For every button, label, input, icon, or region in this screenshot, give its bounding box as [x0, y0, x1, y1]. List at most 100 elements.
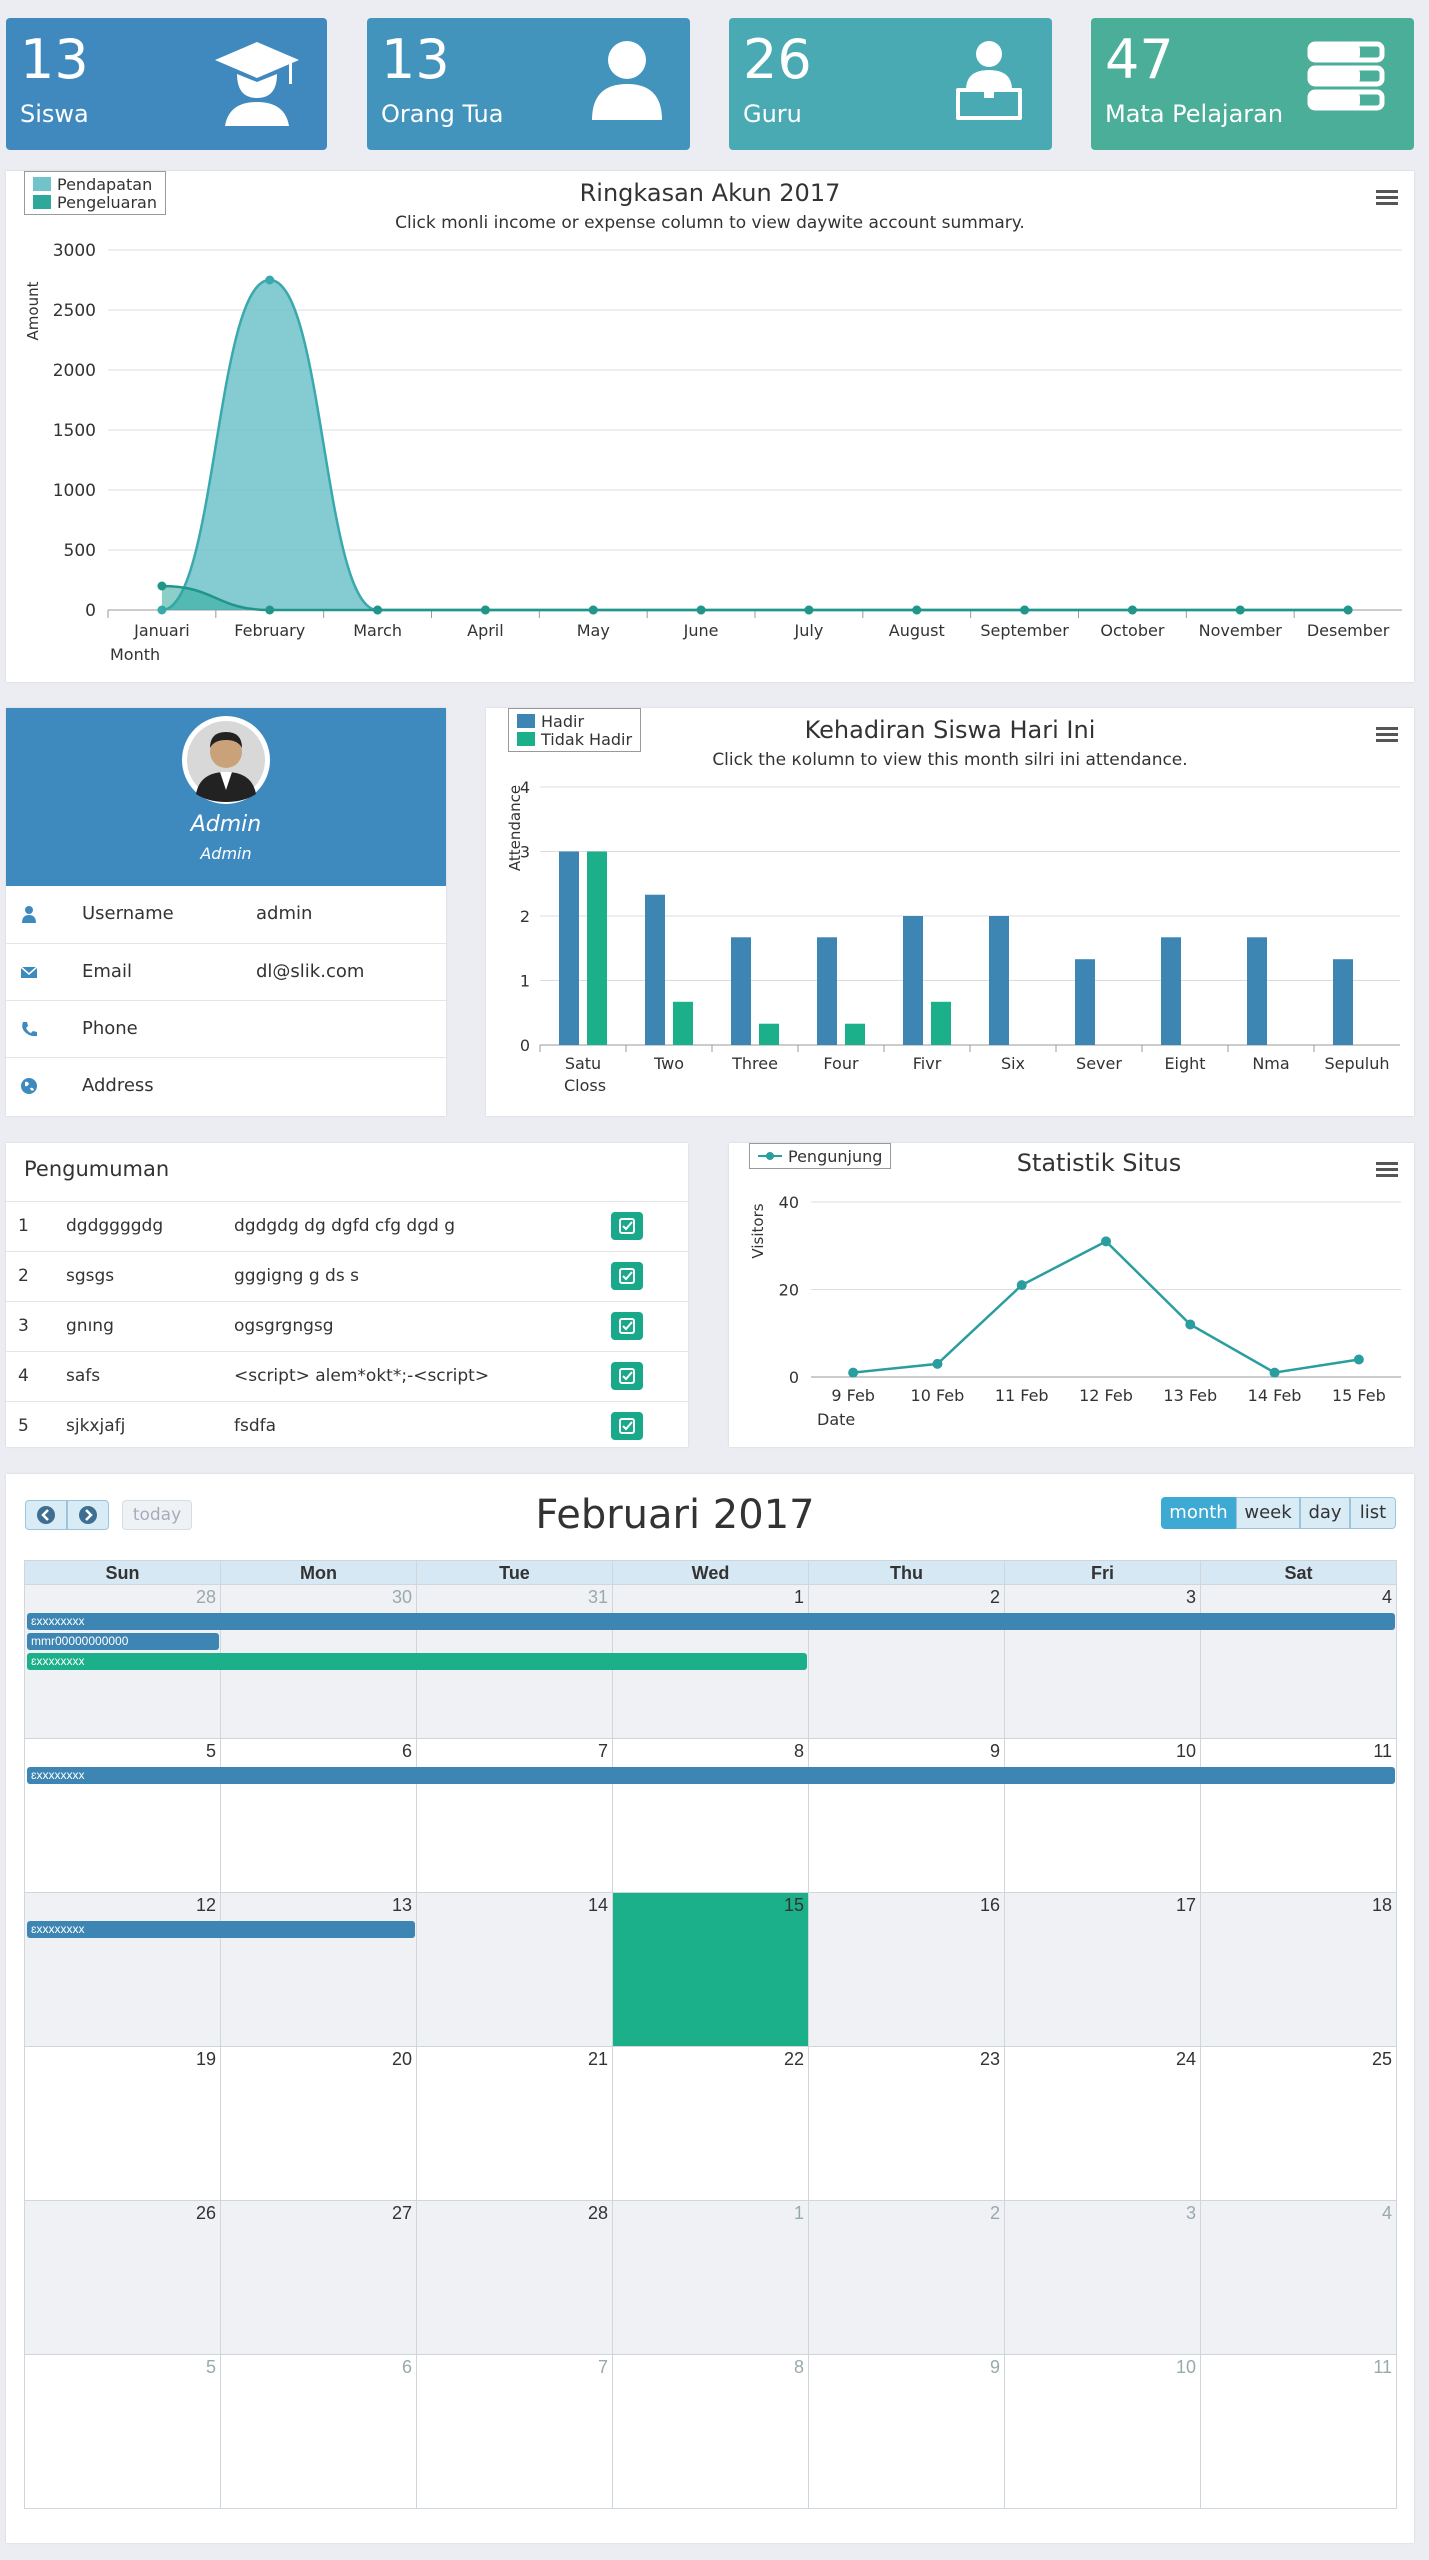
tile-siswa[interactable]: 13 Siswa	[6, 18, 327, 150]
bar-hadir[interactable]	[1161, 937, 1181, 1045]
announcement-view-button[interactable]	[611, 1412, 643, 1440]
calendar-day-cell[interactable]: 5	[25, 1739, 221, 1893]
calendar-day-cell[interactable]: 26	[25, 2201, 221, 2355]
bar-hadir[interactable]	[989, 916, 1009, 1045]
calendar-day-cell[interactable]: 4	[1201, 2201, 1397, 2355]
calendar-day-cell[interactable]: 6	[221, 1739, 417, 1893]
x-tick-label: April	[467, 621, 504, 640]
bar-hadir[interactable]	[1075, 959, 1095, 1045]
calendar-next-button[interactable]	[67, 1500, 109, 1530]
calendar-day-cell[interactable]: 3	[1005, 1585, 1201, 1739]
bar-tidak-hadir[interactable]	[673, 1001, 693, 1045]
bar-tidak-hadir[interactable]	[931, 1001, 951, 1045]
bar-hadir[interactable]	[559, 851, 579, 1046]
calendar-day-cell[interactable]: 9	[809, 1739, 1005, 1893]
bar-hadir[interactable]	[817, 937, 837, 1045]
bar-hadir[interactable]	[731, 937, 751, 1045]
calendar-day-cell[interactable]: 12	[25, 1893, 221, 2047]
bar-hadir[interactable]	[645, 894, 665, 1045]
calendar-event[interactable]: mmr00000000000	[27, 1633, 219, 1650]
calendar-day-cell[interactable]: 3	[1005, 2201, 1201, 2355]
bar-hadir[interactable]	[903, 916, 923, 1045]
calendar-day-cell[interactable]: 7	[417, 2355, 613, 2509]
calendar-day-cell[interactable]: 20	[221, 2047, 417, 2201]
legend-item-hadir[interactable]: Hadir	[517, 712, 632, 731]
calendar-day-cell[interactable]: 28	[417, 2201, 613, 2355]
calendar-view-day[interactable]: day	[1300, 1497, 1350, 1529]
calendar-event[interactable]: ɛxxxxxxxx	[27, 1653, 807, 1670]
calendar-view-month[interactable]: month	[1161, 1497, 1236, 1529]
stats-chart-menu-icon[interactable]	[1376, 1159, 1398, 1177]
calendar-day-cell[interactable]: 17	[1005, 1893, 1201, 2047]
calendar-day-cell[interactable]: 5	[25, 2355, 221, 2509]
calendar-day-cell[interactable]: 15	[613, 1893, 809, 2047]
calendar-day-cell[interactable]: 7	[417, 1739, 613, 1893]
x-tick-label: 9 Feb	[831, 1386, 875, 1405]
calendar-day-cell[interactable]: 9	[809, 2355, 1005, 2509]
calendar-day-cell[interactable]: 24	[1005, 2047, 1201, 2201]
bar-tidak-hadir[interactable]	[587, 851, 607, 1046]
calendar-day-cell[interactable]: 27	[221, 2201, 417, 2355]
tile-mata-pelajaran[interactable]: 47 Mata Pelajaran	[1091, 18, 1414, 150]
account-chart-legend[interactable]: Pendapatan Pengeluaran	[24, 171, 166, 215]
data-point[interactable]	[848, 1367, 859, 1378]
data-point[interactable]	[1185, 1319, 1196, 1330]
avatar[interactable]	[180, 714, 272, 806]
calendar-event[interactable]: ɛxxxxxxxx	[27, 1767, 1395, 1784]
calendar-day-cell[interactable]: 16	[809, 1893, 1005, 2047]
data-point[interactable]	[1269, 1367, 1280, 1378]
calendar-day-cell[interactable]: 4	[1201, 1585, 1397, 1739]
stats-chart-legend[interactable]: Pengunjung	[749, 1143, 892, 1169]
tile-guru[interactable]: 26 Guru	[729, 18, 1052, 150]
calendar-day-cell[interactable]: 1	[613, 2201, 809, 2355]
calendar-day-cell[interactable]: 6	[221, 2355, 417, 2509]
announcement-view-button[interactable]	[611, 1312, 643, 1340]
announcement-view-button[interactable]	[611, 1212, 643, 1240]
calendar-day-cell[interactable]: 19	[25, 2047, 221, 2201]
calendar-day-cell[interactable]: 22	[613, 2047, 809, 2201]
calendar-day-cell[interactable]: 18	[1201, 1893, 1397, 2047]
account-summary-chart[interactable]: 0 500 1000 1500 2000 2500 3000 Januari February M…	[6, 171, 1414, 682]
announcement-view-button[interactable]	[611, 1262, 643, 1290]
account-chart-menu-icon[interactable]	[1376, 187, 1398, 205]
calendar-view-week[interactable]: week	[1236, 1497, 1300, 1529]
calendar-view-list[interactable]: list	[1350, 1497, 1396, 1529]
bar-tidak-hadir[interactable]	[759, 1023, 779, 1045]
calendar-day-cell[interactable]: 2	[809, 1585, 1005, 1739]
data-point[interactable]	[1016, 1280, 1027, 1291]
legend-item-pengeluaran[interactable]: Pengeluaran	[33, 193, 157, 212]
calendar-day-cell[interactable]: 2	[809, 2201, 1005, 2355]
calendar-day-cell[interactable]: 10	[1005, 1739, 1201, 1893]
calendar-event[interactable]: ɛxxxxxxxx	[27, 1921, 415, 1938]
calendar-day-cell[interactable]: 13	[221, 1893, 417, 2047]
calendar-day-cell[interactable]: 21	[417, 2047, 613, 2201]
data-point[interactable]	[1353, 1354, 1364, 1365]
calendar-day-cell[interactable]: 11	[1201, 1739, 1397, 1893]
data-point[interactable]	[932, 1358, 943, 1369]
announcement-view-button[interactable]	[611, 1362, 643, 1390]
announcement-title: sgsgs	[66, 1266, 115, 1286]
attendance-chart-legend[interactable]: Hadir Tidak Hadir	[508, 708, 642, 752]
calendar-today-button[interactable]: today	[122, 1500, 192, 1530]
bar-tidak-hadir[interactable]	[845, 1023, 865, 1045]
attendance-chart[interactable]: 0 1 2 3 4 Satu Two Three Four Fivr Six Sever Eight Nm…	[486, 708, 1414, 1116]
legend-item-pendapatan[interactable]: Pendapatan	[33, 175, 157, 194]
bar-hadir[interactable]	[1247, 937, 1267, 1045]
legend-item-pengunjung[interactable]: Pengunjung	[758, 1147, 882, 1166]
bar-hadir[interactable]	[1333, 959, 1353, 1045]
calendar-day-cell[interactable]: 23	[809, 2047, 1005, 2201]
attendance-chart-menu-icon[interactable]	[1376, 724, 1398, 742]
site-stats-chart[interactable]: 0 20 40 9 Feb 10 Feb 11 Feb 12 Feb 13 Feb 14 Feb…	[729, 1143, 1414, 1447]
calendar-event[interactable]: ɛxxxxxxxx	[27, 1613, 1395, 1630]
x-tick-label: Nma	[1252, 1054, 1289, 1073]
calendar-day-cell[interactable]: 8	[613, 1739, 809, 1893]
tile-orang-tua[interactable]: 13 Orang Tua	[367, 18, 690, 150]
calendar-day-cell[interactable]: 25	[1201, 2047, 1397, 2201]
calendar-day-cell[interactable]: 14	[417, 1893, 613, 2047]
calendar-prev-button[interactable]	[25, 1500, 67, 1530]
calendar-day-cell[interactable]: 11	[1201, 2355, 1397, 2509]
calendar-day-cell[interactable]: 8	[613, 2355, 809, 2509]
legend-item-tidak-hadir[interactable]: Tidak Hadir	[517, 730, 632, 749]
calendar-day-cell[interactable]: 10	[1005, 2355, 1201, 2509]
data-point[interactable]	[1101, 1236, 1111, 1247]
